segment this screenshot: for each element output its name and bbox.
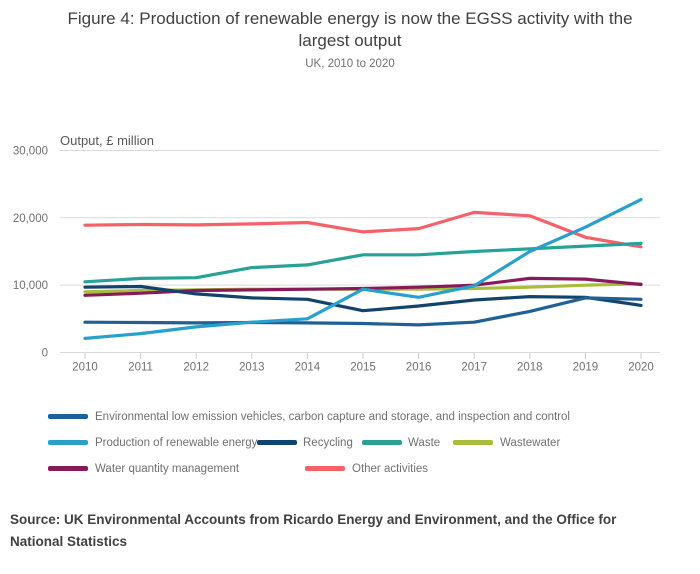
series-line-waste: [83, 241, 643, 284]
legend-item: Production of renewable energy: [48, 434, 257, 451]
chart-subtitle: UK, 2010 to 2020: [305, 58, 395, 70]
y-axis-tick-label: 30,000: [13, 145, 48, 157]
legend-swatch: [305, 466, 345, 471]
legend-item: Water quantity management: [48, 460, 239, 477]
legend-item: Recycling: [257, 434, 353, 451]
legend-swatch: [48, 414, 88, 419]
line-chart: 0 10,000 20,000 30,000 Output, £ million 2010…: [13, 133, 660, 374]
x-axis-tick-label: 2017: [461, 362, 487, 374]
x-axis-tick-label: 2010: [72, 362, 98, 374]
x-axis-tick-label: 2020: [628, 362, 654, 374]
chart-title-line2: largest output: [298, 31, 402, 50]
legend-label: Waste: [408, 436, 441, 449]
legend-swatch: [48, 440, 88, 445]
legend-label: Other activities: [352, 462, 429, 475]
series-line-recycling: [83, 284, 643, 313]
legend-swatch: [362, 440, 402, 445]
y-axis-tick-label: 0: [42, 348, 48, 360]
x-axis-tick-label: 2016: [406, 362, 432, 374]
legend-item: Environmental low emission vehicles, car…: [48, 408, 570, 425]
series-line-environmental-low-emission-vehicles: [83, 296, 643, 327]
legend-item: Wastewater: [453, 434, 560, 451]
legend-item: Other activities: [305, 460, 428, 477]
chart-title: Figure 4: Production of renewable energy…: [0, 8, 700, 52]
y-axis-tick-label: 10,000: [13, 280, 48, 292]
y-axis-title: Output, £ million: [60, 133, 154, 148]
legend-label: Environmental low emission vehicles, car…: [95, 410, 570, 423]
x-axis-tick-label: 2011: [128, 362, 153, 374]
legend-swatch: [453, 440, 493, 445]
legend-label: Wastewater: [500, 436, 561, 449]
y-axis-tick-label: 20,000: [13, 213, 48, 225]
series-line-other-activities: [83, 210, 643, 249]
x-axis-tick-label: 2018: [517, 362, 543, 374]
x-axis-tick-label: 2019: [573, 362, 599, 374]
source-note: Source: UK Environmental Accounts from R…: [10, 512, 617, 550]
legend-label: Water quantity management: [95, 462, 240, 475]
x-axis-tick-label: 2013: [239, 362, 265, 374]
chart-title-line1: Figure 4: Production of renewable energy…: [67, 9, 633, 28]
legend-item: Waste: [362, 434, 440, 451]
legend-swatch: [48, 466, 88, 471]
legend-label: Production of renewable energy: [95, 436, 258, 449]
x-axis-tick-label: 2012: [183, 362, 209, 374]
x-axis-tick-label: 2014: [295, 362, 321, 374]
series-line-production-of-renewable-energy: [83, 197, 643, 340]
x-axis-tick-label: 2015: [350, 362, 376, 374]
legend-swatch: [257, 440, 297, 445]
legend-label: Recycling: [303, 436, 353, 449]
